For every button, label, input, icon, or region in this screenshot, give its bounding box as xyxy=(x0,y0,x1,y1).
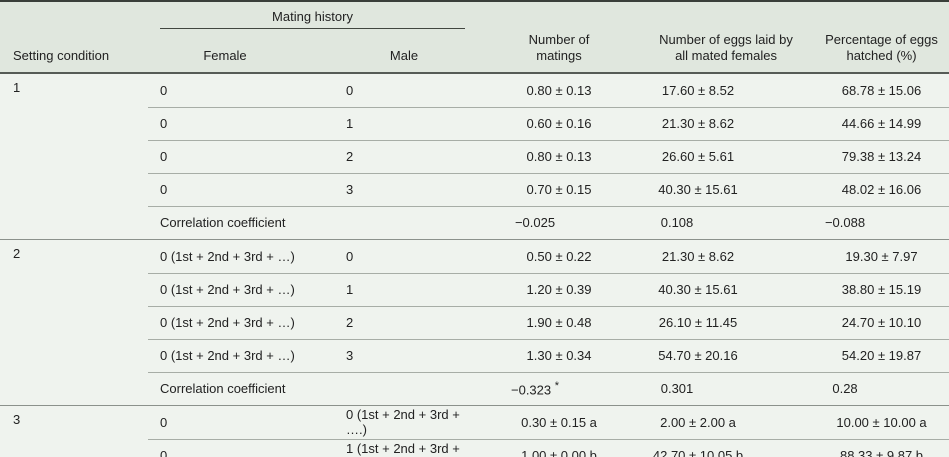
cell-female-history: 0 (1st + 2nd + 3rd + …) xyxy=(148,239,340,273)
cell-setting-condition xyxy=(0,372,148,406)
cell-setting-condition xyxy=(0,206,148,240)
cell-number-of-matings: 0.80 ± 0.13 xyxy=(526,82,592,98)
table-row: 0 (1st + 2nd + 3rd + …) 2 1.90 ± 0.48 26… xyxy=(0,305,949,339)
cell-male-history: 2 xyxy=(340,139,469,173)
header-setting-condition: Setting condition xyxy=(0,1,148,74)
cell-male-history: 3 xyxy=(340,172,469,206)
cell-eggs-laid: 17.60 ± 8.52 xyxy=(661,82,735,98)
cell-number-of-matings: 0.30 ± 0.15 a xyxy=(468,405,651,439)
cell-female-history: 0 xyxy=(148,106,340,140)
cell-correlation-label: Correlation coefficient xyxy=(148,371,469,406)
table-row: 1 0 0 0.80 ± 0.13 17.60 ± 8.52 68.78 ± 1… xyxy=(0,73,949,107)
cell-correlation-eggs-laid: 0.108 xyxy=(650,205,803,240)
cell-male-history: 1 xyxy=(340,272,469,306)
cell-male-history: 1 xyxy=(340,106,469,140)
cell-setting-condition xyxy=(0,273,148,306)
cell-male-history: 2 xyxy=(340,305,469,339)
cell-setting-condition xyxy=(0,173,148,206)
cell-male-history: 0 (1st + 2nd + 3rd + ….) xyxy=(340,405,469,439)
cell-setting-condition: 1 xyxy=(13,80,21,95)
cell-female-history: 0 (1st + 2nd + 3rd + …) xyxy=(148,272,340,306)
table-row: 3 0 0 (1st + 2nd + 3rd + ….) 0.30 ± 0.15… xyxy=(0,405,949,439)
cell-correlation-matings: −0.323 * xyxy=(468,371,651,406)
header-row-sub: Female Male xyxy=(0,33,949,74)
cell-eggs-laid: 21.30 ± 8.62 xyxy=(650,239,803,273)
cell-number-of-matings: 0.80 ± 0.13 xyxy=(468,139,651,173)
header-row-top: Setting condition Mating history Number … xyxy=(0,1,949,74)
cell-male-history: 0 xyxy=(346,82,354,98)
cell-eggs-hatched: 24.70 ± 10.10 xyxy=(802,305,949,339)
cell-female-history: 0 (1st + 2nd + 3rd + …) xyxy=(148,338,340,372)
cell-eggs-laid: 54.70 ± 20.16 xyxy=(650,338,803,372)
cell-setting-condition xyxy=(0,107,148,140)
header-mating-history-group: Mating history xyxy=(148,1,469,33)
cell-eggs-hatched: 10.00 ± 10.00 a xyxy=(802,405,949,439)
table-header: Setting condition Mating history Number … xyxy=(0,1,949,74)
header-female: Female xyxy=(148,33,340,74)
cell-number-of-matings: 1.30 ± 0.34 xyxy=(468,338,651,372)
cell-female-history: 0 (1st + 2nd + 3rd + …) xyxy=(148,305,340,339)
cell-number-of-matings: 0.60 ± 0.16 xyxy=(468,106,651,140)
header-eggs-hatched: Percentage of eggs hatched (%) xyxy=(802,1,949,74)
cell-female-history: 0 xyxy=(148,405,340,439)
table-row: 0 3 0.70 ± 0.15 40.30 ± 15.61 48.02 ± 16… xyxy=(0,172,949,206)
cell-male-history: 1 (1st + 2nd + 3rd + ….) xyxy=(340,438,469,457)
table-row: 2 0 (1st + 2nd + 3rd + …) 0 0.50 ± 0.22 … xyxy=(0,239,949,273)
cell-male-history: 3 xyxy=(340,338,469,372)
cell-setting-condition xyxy=(0,306,148,339)
cell-setting-condition: 2 xyxy=(0,239,148,273)
cell-eggs-laid: 26.10 ± 11.45 xyxy=(650,305,803,339)
cell-eggs-hatched: 44.66 ± 14.99 xyxy=(802,106,949,140)
cell-setting-condition xyxy=(0,339,148,372)
header-number-of-matings: Number of matings xyxy=(468,1,651,74)
cell-correlation-eggs-laid: 0.301 xyxy=(650,371,803,406)
table-row: 0 1 (1st + 2nd + 3rd + ….) 1.00 ± 0.00 b… xyxy=(0,438,949,457)
header-mating-history: Mating history xyxy=(160,2,466,30)
correlation-row: Correlation coefficient −0.025 0.108 −0.… xyxy=(0,205,949,240)
cell-setting-condition xyxy=(0,439,148,457)
cell-eggs-laid: 21.30 ± 8.62 xyxy=(650,106,803,140)
cell-eggs-laid: 2.00 ± 2.00 a xyxy=(650,405,803,439)
table-row: 0 (1st + 2nd + 3rd + …) 1 1.20 ± 0.39 40… xyxy=(0,272,949,306)
significance-asterisk: * xyxy=(554,380,560,393)
cell-correlation-label: Correlation coefficient xyxy=(148,205,469,240)
cell-eggs-hatched: 88.33 ± 9.87 b xyxy=(802,438,949,457)
table-row: 0 2 0.80 ± 0.13 26.60 ± 5.61 79.38 ± 13.… xyxy=(0,139,949,173)
header-male: Male xyxy=(340,33,469,74)
cell-eggs-hatched: 79.38 ± 13.24 xyxy=(802,139,949,173)
cell-number-of-matings: 1.00 ± 0.00 b xyxy=(468,438,651,457)
cell-setting-condition xyxy=(0,140,148,173)
correlation-row: Correlation coefficient −0.323 * 0.301 0… xyxy=(0,371,949,406)
cell-eggs-laid: 42.70 ± 10.05 b xyxy=(650,438,803,457)
cell-male-history: 0 xyxy=(340,239,469,273)
cell-female-history: 0 xyxy=(148,172,340,206)
cell-female-history: 0 xyxy=(148,438,340,457)
cell-number-of-matings: 0.70 ± 0.15 xyxy=(468,172,651,206)
cell-setting-condition: 3 xyxy=(0,405,148,439)
cell-correlation-eggs-hatched: −0.088 xyxy=(802,205,949,240)
cell-female-history: 0 xyxy=(148,139,340,173)
cell-number-of-matings: 1.20 ± 0.39 xyxy=(468,272,651,306)
cell-eggs-laid: 40.30 ± 15.61 xyxy=(650,172,803,206)
cell-number-of-matings: 0.50 ± 0.22 xyxy=(468,239,651,273)
table-body: 1 0 0 0.80 ± 0.13 17.60 ± 8.52 68.78 ± 1… xyxy=(0,73,949,457)
cell-eggs-hatched: 54.20 ± 19.87 xyxy=(802,338,949,372)
table-row: 0 (1st + 2nd + 3rd + …) 3 1.30 ± 0.34 54… xyxy=(0,338,949,372)
cell-eggs-laid: 26.60 ± 5.61 xyxy=(650,139,803,173)
cell-correlation-eggs-hatched: 0.28 xyxy=(802,371,949,406)
table-row: 0 1 0.60 ± 0.16 21.30 ± 8.62 44.66 ± 14.… xyxy=(0,106,949,140)
cell-eggs-hatched: 68.78 ± 15.06 xyxy=(841,82,922,98)
cell-eggs-hatched: 38.80 ± 15.19 xyxy=(802,272,949,306)
cell-eggs-hatched: 48.02 ± 16.06 xyxy=(802,172,949,206)
cell-correlation-matings: −0.025 xyxy=(468,205,651,240)
cell-eggs-laid: 40.30 ± 15.61 xyxy=(650,272,803,306)
header-eggs-laid: Number of eggs laid by all mated females xyxy=(650,1,803,74)
cell-number-of-matings: 1.90 ± 0.48 xyxy=(468,305,651,339)
cell-female-history: 0 xyxy=(160,82,168,98)
cell-eggs-hatched: 19.30 ± 7.97 xyxy=(802,239,949,273)
